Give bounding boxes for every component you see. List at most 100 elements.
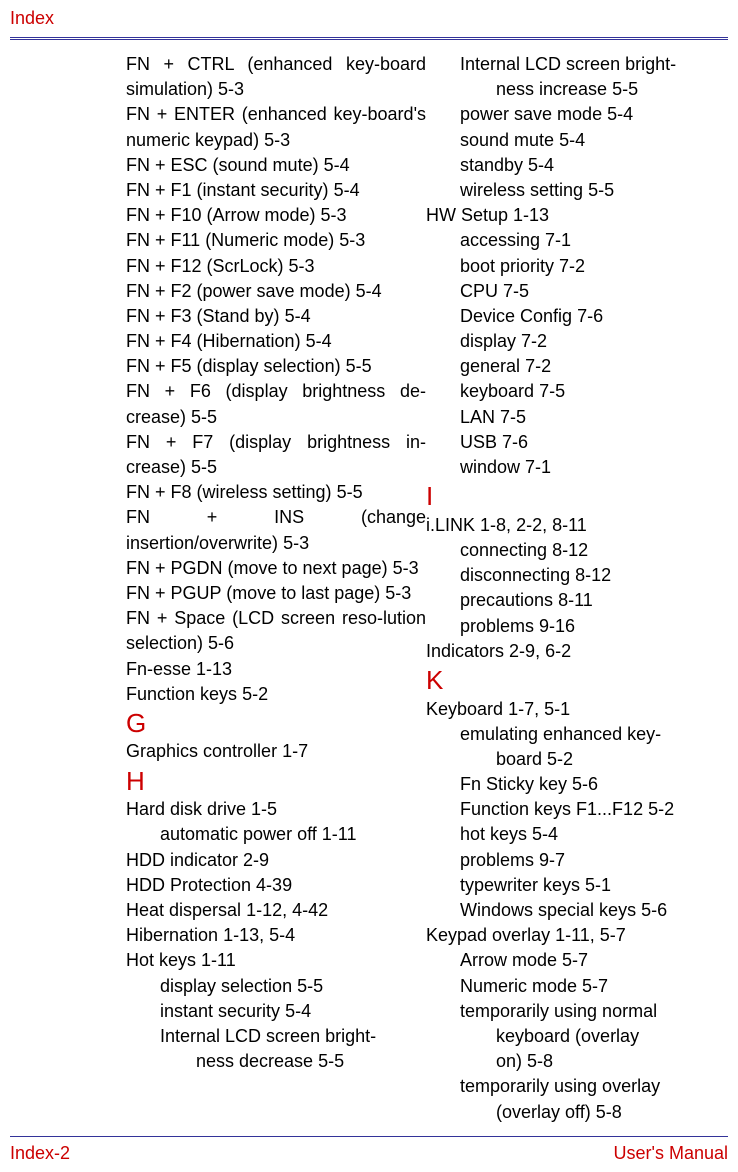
- index-subentry: standby 5-4: [426, 153, 726, 178]
- page-ref[interactable]: 5-8: [527, 1051, 553, 1071]
- page-ref[interactable]: 4-42: [292, 900, 328, 920]
- page-ref[interactable]: 1-12: [246, 900, 282, 920]
- page-ref[interactable]: 1-8: [480, 515, 506, 535]
- page-ref[interactable]: 5-2: [242, 684, 268, 704]
- entry-text: problems: [460, 850, 539, 870]
- page-ref[interactable]: 2-2: [516, 515, 542, 535]
- page-ref[interactable]: 5-3: [339, 230, 365, 250]
- page-ref[interactable]: 1-11: [201, 950, 236, 970]
- page-ref[interactable]: 7-5: [500, 407, 526, 427]
- page-ref[interactable]: 5-2: [547, 749, 573, 769]
- index-subentry: problems 9-16: [426, 614, 726, 639]
- page-ref[interactable]: 9-16: [539, 616, 575, 636]
- page-ref[interactable]: 1-13: [223, 925, 259, 945]
- page-ref[interactable]: 1-13: [513, 205, 549, 225]
- page-ref[interactable]: 5-3: [289, 256, 315, 276]
- page-ref[interactable]: 5-5: [297, 976, 323, 996]
- page-ref[interactable]: 8-12: [575, 565, 611, 585]
- entry-text: Windows special keys: [460, 900, 641, 920]
- page-ref[interactable]: 5-6: [641, 900, 667, 920]
- page-ref[interactable]: 2-9: [509, 641, 535, 661]
- page-ref[interactable]: 7-6: [502, 432, 528, 452]
- page-ref[interactable]: 5-4: [607, 104, 633, 124]
- page-ref[interactable]: 5-3: [393, 558, 419, 578]
- page-ref[interactable]: 7-1: [545, 230, 571, 250]
- index-subentry: emulating enhanced key-: [426, 722, 726, 747]
- index-subentry-cont: keyboard (overlay: [426, 1024, 726, 1049]
- entry-text: hot keys: [460, 824, 532, 844]
- page-ref[interactable]: 5-4: [532, 824, 558, 844]
- page-ref[interactable]: 5-3: [283, 533, 309, 553]
- page-ref[interactable]: 5-1: [544, 699, 570, 719]
- index-subentry: Internal LCD screen bright-: [126, 1024, 426, 1049]
- page-ref[interactable]: 5-7: [582, 976, 608, 996]
- page-ref[interactable]: 5-5: [318, 1051, 344, 1071]
- page-ref[interactable]: 8-12: [552, 540, 588, 560]
- page-ref[interactable]: 1-5: [251, 799, 277, 819]
- page-ref[interactable]: 7-5: [503, 281, 529, 301]
- index-subentry: accessing 7-1: [426, 228, 726, 253]
- page-ref[interactable]: 5-4: [285, 306, 311, 326]
- page-ref[interactable]: 7-5: [539, 381, 565, 401]
- page-ref[interactable]: 5-1: [585, 875, 611, 895]
- entry-text: FN + CTRL (enhanced key-board simulation…: [126, 54, 426, 99]
- page-ref[interactable]: 4-39: [256, 875, 292, 895]
- page-ref[interactable]: 9-7: [539, 850, 565, 870]
- page-ref[interactable]: 5-3: [218, 79, 244, 99]
- page-ref[interactable]: 5-5: [191, 407, 217, 427]
- index-subentry: instant security 5-4: [126, 999, 426, 1024]
- entry-text: display selection: [160, 976, 297, 996]
- entry-text: FN + ESC (sound mute): [126, 155, 324, 175]
- page-ref[interactable]: 5-2: [648, 799, 674, 819]
- index-subentry: temporarily using normal: [426, 999, 726, 1024]
- page-ref[interactable]: 5-8: [596, 1102, 622, 1122]
- page-ref[interactable]: 8-11: [558, 590, 593, 610]
- page-ref[interactable]: 5-4: [285, 1001, 311, 1021]
- entry-text: FN + Space (LCD screen reso-lution selec…: [126, 608, 426, 653]
- page-ref[interactable]: 1-7: [282, 741, 308, 761]
- sep: ,: [534, 699, 544, 719]
- page-ref[interactable]: 5-3: [264, 130, 290, 150]
- index-subentry: Function keys F1...F12 5-2: [426, 797, 726, 822]
- page-ref[interactable]: 8-11: [552, 515, 587, 535]
- index-subentry: window 7-1: [426, 455, 726, 480]
- page-ref[interactable]: 5-3: [385, 583, 411, 603]
- page-ref[interactable]: 7-6: [577, 306, 603, 326]
- page-ref[interactable]: 5-5: [191, 457, 217, 477]
- page-ref[interactable]: 5-5: [337, 482, 363, 502]
- page-ref[interactable]: 5-7: [600, 925, 626, 945]
- page-ref[interactable]: 5-4: [559, 130, 585, 150]
- entry-text: standby: [460, 155, 528, 175]
- page-ref[interactable]: 5-5: [588, 180, 614, 200]
- index-subentry: Internal LCD screen bright-: [426, 52, 726, 77]
- page-ref[interactable]: 7-1: [525, 457, 551, 477]
- page-ref[interactable]: 5-4: [528, 155, 554, 175]
- page-ref[interactable]: 6-2: [545, 641, 571, 661]
- page-ref[interactable]: 1-13: [196, 659, 232, 679]
- page-ref[interactable]: 5-6: [572, 774, 598, 794]
- page-ref[interactable]: 5-5: [612, 79, 638, 99]
- page-ref[interactable]: 7-2: [559, 256, 585, 276]
- index-entry: FN + F4 (Hibernation) 5-4: [126, 329, 426, 354]
- page-ref[interactable]: 5-4: [306, 331, 332, 351]
- page-ref[interactable]: 7-2: [525, 356, 551, 376]
- page-ref[interactable]: 5-4: [269, 925, 295, 945]
- index-entry: HW Setup 1-13: [426, 203, 726, 228]
- entry-text: boot priority: [460, 256, 559, 276]
- page-ref[interactable]: 5-6: [208, 633, 234, 653]
- index-entry: FN + F11 (Numeric mode) 5-3: [126, 228, 426, 253]
- page-ref[interactable]: 7-2: [521, 331, 547, 351]
- page-ref[interactable]: 5-5: [346, 356, 372, 376]
- entry-text: wireless setting: [460, 180, 588, 200]
- page-ref[interactable]: 5-3: [321, 205, 347, 225]
- page-ref[interactable]: 5-4: [324, 155, 350, 175]
- page-ref[interactable]: 2-9: [243, 850, 269, 870]
- page-ref[interactable]: 1-11: [555, 925, 590, 945]
- index-entry: i.LINK 1-8, 2-2, 8-11: [426, 513, 726, 538]
- page-ref[interactable]: 1-7: [508, 699, 534, 719]
- index-subentry: display 7-2: [426, 329, 726, 354]
- page-ref[interactable]: 5-7: [562, 950, 588, 970]
- page-ref[interactable]: 1-11: [322, 824, 357, 844]
- page-ref[interactable]: 5-4: [334, 180, 360, 200]
- page-ref[interactable]: 5-4: [356, 281, 382, 301]
